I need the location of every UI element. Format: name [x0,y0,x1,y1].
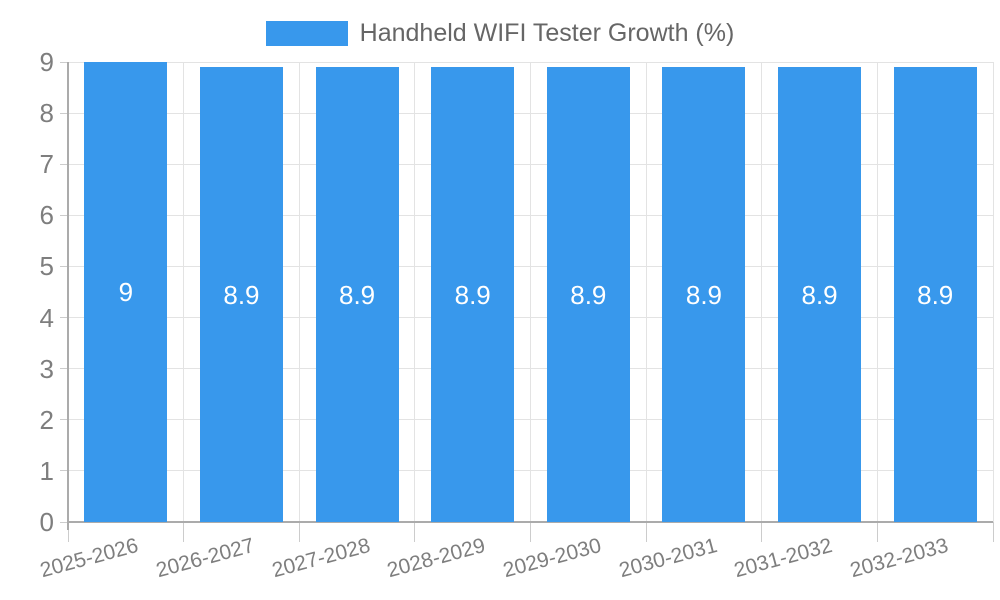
y-tick-label: 8 [39,98,54,129]
y-tick-label: 5 [39,251,54,282]
y-tick-label: 1 [39,455,54,486]
bar-value-label: 8.9 [801,279,838,310]
x-tick [992,522,994,542]
x-tick [761,522,763,542]
y-tick [60,61,68,63]
bar-value-label: 8.9 [454,279,491,310]
y-tick [60,521,68,523]
x-tick [530,522,531,542]
v-gridline [876,62,878,522]
y-tick [60,317,68,319]
x-tick [414,522,416,542]
x-tick-label: 2031-2032 [731,533,835,583]
legend[interactable]: Handheld WIFI Tester Growth (%) [0,19,1000,48]
x-tick-label: 2029-2030 [500,533,604,583]
y-tick [60,419,68,421]
x-tick [183,522,185,542]
y-tick [60,265,68,267]
y-tick [60,112,68,114]
bar-value-label: 8.9 [223,279,260,310]
y-tick-label: 9 [39,47,54,77]
x-tick-label: 2028-2029 [384,533,488,583]
bar-value-label: 8.9 [338,279,376,310]
y-tick-label: 2 [39,404,54,435]
y-tick [60,368,68,370]
bar[interactable] [778,67,862,522]
y-tick-label: 7 [39,149,54,180]
bar[interactable] [199,67,283,522]
y-tick [60,214,68,216]
legend-swatch [265,21,348,46]
v-gridline [761,62,763,522]
x-axis-line [68,521,993,523]
bar-value-label: 8.9 [917,279,954,310]
bar-value-label: 8.9 [685,279,723,310]
x-tick-label: 2026-2027 [153,533,257,583]
v-gridline [414,62,416,522]
x-tick [645,522,647,542]
legend-label: Handheld WIFI Tester Growth (%) [359,19,735,47]
x-tick-label: 2030-2031 [616,533,720,583]
x-tick-label: 2025-2026 [38,533,142,583]
bar-value-label: 8.9 [570,279,607,310]
bar[interactable] [893,67,977,522]
v-gridline [183,62,185,522]
v-gridline [298,62,300,522]
x-tick [298,522,300,542]
y-tick [60,470,68,472]
bar[interactable] [546,67,630,522]
y-tick-label: 4 [39,302,54,333]
y-axis-line [67,62,69,530]
v-gridline [992,62,994,522]
y-tick-label: 0 [39,507,54,537]
v-gridline [530,62,531,522]
y-tick [60,163,68,165]
x-tick-label: 2027-2028 [269,533,373,583]
bar[interactable] [315,67,399,522]
v-gridline [645,62,647,522]
x-tick-label: 2032-2033 [847,533,951,583]
bar[interactable] [84,62,168,522]
y-tick-label: 3 [39,353,54,384]
y-tick-label: 6 [39,200,54,231]
bar[interactable] [431,67,515,522]
x-tick [876,522,878,542]
bar[interactable] [662,67,746,522]
x-tick [67,522,69,542]
bar-value-label: 9 [118,277,134,307]
